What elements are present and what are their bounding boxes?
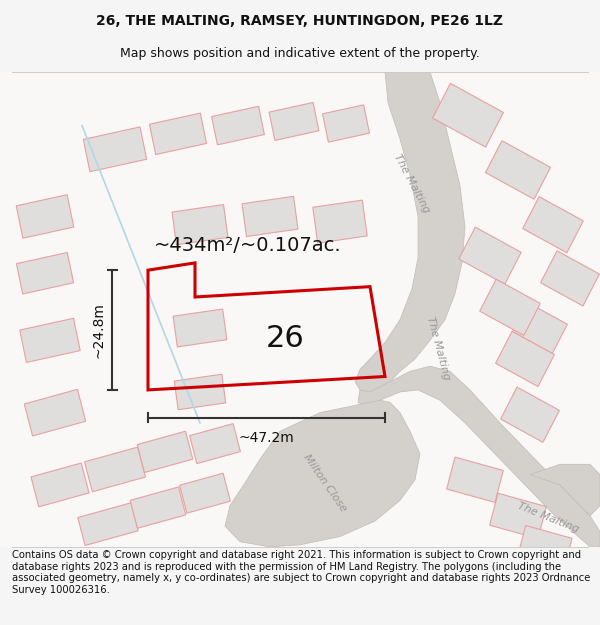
Text: The Malting: The Malting (425, 316, 451, 381)
Bar (137, 431, 193, 472)
Bar (179, 473, 230, 513)
Bar (83, 127, 146, 172)
Bar (20, 318, 80, 362)
Text: 26: 26 (266, 324, 304, 352)
Bar (242, 196, 298, 236)
Bar (496, 331, 554, 386)
Bar (313, 200, 367, 243)
Bar (174, 374, 226, 410)
Bar (130, 487, 186, 528)
Bar (85, 447, 145, 492)
Text: ~24.8m: ~24.8m (91, 302, 105, 358)
Text: The Malting: The Malting (392, 152, 432, 214)
Bar (459, 227, 521, 284)
Bar (447, 457, 503, 503)
Bar (16, 253, 74, 294)
Bar (433, 83, 503, 147)
Polygon shape (358, 366, 600, 547)
Bar (500, 387, 559, 442)
Text: ~47.2m: ~47.2m (239, 431, 295, 446)
Text: The Malting: The Malting (516, 501, 580, 535)
Bar (149, 113, 206, 154)
Text: Contains OS data © Crown copyright and database right 2021. This information is : Contains OS data © Crown copyright and d… (12, 550, 590, 595)
Bar (78, 503, 138, 546)
Bar (16, 195, 74, 238)
Bar (31, 463, 89, 507)
Bar (212, 106, 265, 145)
Text: Map shows position and indicative extent of the property.: Map shows position and indicative extent… (120, 47, 480, 60)
Bar (24, 389, 86, 436)
Polygon shape (225, 400, 420, 547)
Bar (173, 309, 227, 347)
Bar (172, 204, 228, 245)
Polygon shape (0, 72, 600, 547)
Polygon shape (530, 464, 600, 516)
Text: Milton Close: Milton Close (301, 452, 349, 514)
Bar (518, 526, 572, 568)
Text: ~434m²/~0.107ac.: ~434m²/~0.107ac. (154, 236, 342, 255)
Bar (269, 102, 319, 141)
Bar (512, 302, 568, 354)
Bar (485, 141, 550, 199)
Text: 26, THE MALTING, RAMSEY, HUNTINGDON, PE26 1LZ: 26, THE MALTING, RAMSEY, HUNTINGDON, PE2… (97, 14, 503, 28)
Bar (190, 424, 241, 464)
Bar (523, 197, 583, 252)
Bar (480, 279, 540, 336)
Bar (541, 251, 599, 306)
Bar (323, 105, 370, 142)
Polygon shape (355, 72, 465, 392)
Bar (490, 493, 546, 539)
